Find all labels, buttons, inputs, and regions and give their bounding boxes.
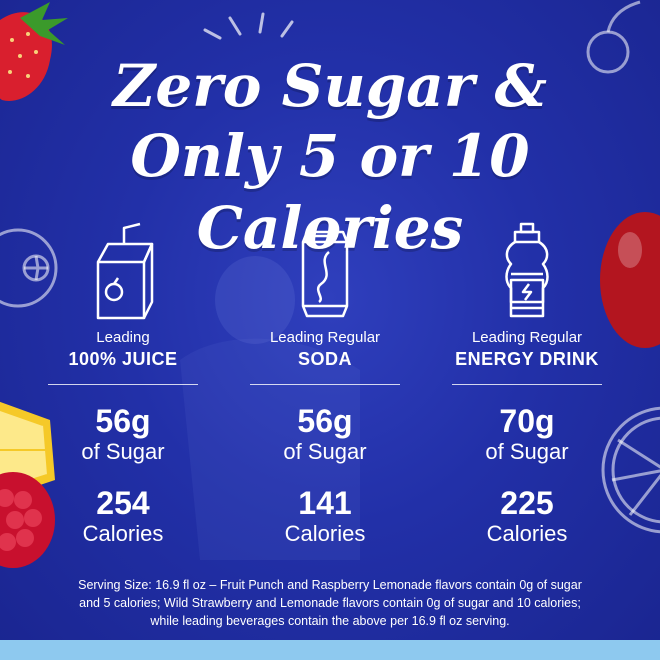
column-category: ENERGY DRINK: [455, 349, 599, 369]
sparkle-lines-icon: [203, 12, 294, 40]
calories-unit: Calories: [486, 521, 568, 546]
calories-unit: Calories: [284, 521, 366, 546]
footnote-line-2: and 5 calories; Wild Strawberry and Lemo…: [79, 596, 581, 610]
sugar-value: 70g: [499, 403, 555, 439]
footnote-line-3: while leading beverages contain the abov…: [150, 614, 510, 628]
comparison-column-energy-drink: Leading Regular ENERGY DRINK 70g of Suga…: [432, 222, 622, 547]
calories-value: 141: [298, 485, 352, 521]
column-category: 100% JUICE: [68, 349, 178, 369]
column-sublabel: Leading: [96, 329, 150, 346]
comparison-column-juice: Leading 100% JUICE 56g of Sugar 254 Calo…: [28, 222, 218, 547]
divider: [48, 384, 198, 385]
comparison-column-soda: Leading Regular SODA 56g of Sugar 141 Ca…: [230, 222, 420, 547]
headline: Zero Sugar & Only 5 or 10 Calories: [0, 52, 660, 264]
column-sublabel: Leading Regular: [269, 329, 381, 346]
bottom-bar: [0, 640, 660, 660]
serving-size-footnote: Serving Size: 16.9 fl oz – Fruit Punch a…: [20, 576, 640, 630]
divider: [250, 384, 400, 385]
sugar-unit: of Sugar: [81, 439, 165, 464]
sugar-unit: of Sugar: [283, 439, 367, 464]
headline-line-2: Only 5 or 10 Calories: [130, 122, 530, 262]
column-category: SODA: [297, 349, 352, 369]
calories-value: 254: [96, 485, 150, 521]
juice-box-icon: [96, 222, 154, 320]
calories-unit: Calories: [82, 521, 164, 546]
sugar-value: 56g: [297, 403, 353, 439]
divider: [452, 384, 602, 385]
sugar-unit: of Sugar: [485, 439, 569, 464]
soda-can-icon: [301, 230, 349, 318]
sugar-value: 56g: [95, 403, 151, 439]
footnote-line-1: Serving Size: 16.9 fl oz – Fruit Punch a…: [78, 578, 582, 592]
sports-bottle-icon: [505, 222, 549, 318]
calories-value: 225: [500, 485, 554, 521]
headline-line-1: Zero Sugar &: [113, 52, 547, 120]
column-sublabel: Leading Regular: [471, 329, 583, 346]
